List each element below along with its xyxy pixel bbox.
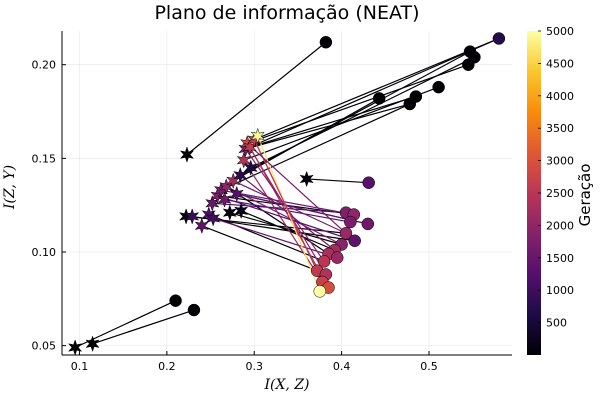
star-marker (185, 208, 200, 225)
circle-marker (313, 285, 327, 298)
circle-marker (409, 90, 423, 103)
trajectory-segment (212, 202, 347, 214)
star-marker (85, 335, 100, 353)
trajectory-segment (245, 37, 500, 150)
trajectory-segment (249, 95, 417, 148)
trajectory-segment (239, 51, 471, 176)
star-marker (179, 146, 195, 163)
y-tick-label: 0.10 (32, 246, 57, 259)
circle-marker (169, 294, 182, 307)
star-marker (201, 206, 216, 223)
star-marker (205, 209, 221, 227)
star-marker (233, 202, 249, 220)
circle-marker (372, 92, 386, 105)
colorbar-tick-label: 4500 (546, 57, 574, 70)
y-tick-label: 0.05 (32, 340, 57, 353)
colorbar-label: Geração (576, 164, 594, 227)
x-axis-label: I(X, Z) (263, 377, 309, 393)
circle-marker (361, 217, 375, 231)
trajectory-segment (186, 41, 327, 156)
star-marker (299, 170, 314, 188)
circle-marker (432, 80, 445, 94)
colorbar-tick-label: 1000 (546, 284, 574, 297)
circle-marker (492, 32, 506, 45)
y-axis-label: I(Z, Y) (2, 165, 18, 210)
trajectory-segment (247, 64, 469, 144)
star-marker (229, 185, 244, 203)
trajectory-segment (220, 189, 354, 216)
trajectory-segment (254, 37, 500, 141)
x-tick-label: 0.5 (420, 360, 438, 373)
trajectory-segment (201, 225, 318, 272)
trajectory-segments (74, 37, 500, 349)
trajectory-segment (74, 300, 176, 349)
colorbar-tick-label: 3000 (546, 155, 574, 168)
colorbar-tick-label: 2500 (546, 187, 574, 200)
colorbar-tick-label: 1500 (546, 252, 574, 265)
x-tick-label: 0.2 (158, 360, 176, 373)
circle-marker (362, 176, 375, 189)
circle-marker (187, 303, 201, 317)
y-tick-label: 0.15 (32, 152, 57, 165)
circle-marker (319, 35, 333, 49)
trajectory-segment (243, 159, 323, 283)
chart-title: Plano de informação (NEAT) (154, 2, 419, 24)
circle-marker (339, 227, 353, 240)
data-markers (67, 32, 506, 356)
star-marker (194, 217, 209, 235)
star-marker (233, 166, 248, 184)
star-marker (217, 191, 232, 208)
x-tick-label: 0.3 (245, 360, 263, 373)
star-marker (236, 151, 251, 169)
colorbar-tick-label: 2000 (546, 219, 574, 232)
colorbar: 500 1000 1500 2000 2500 3000 3500 4000 4500 5000 (527, 25, 574, 355)
trajectory-segment (217, 195, 355, 242)
circle-marker (344, 215, 357, 229)
colorbar-tick-label: 4000 (546, 90, 574, 103)
trajectory-segment (92, 309, 195, 345)
colorbar-tick-label: 3500 (546, 122, 574, 135)
x-tick-label: 0.4 (333, 360, 351, 373)
trajectory-segment (253, 139, 323, 283)
trajectory-segment (306, 178, 369, 184)
circle-marker (330, 251, 344, 264)
trajectory-segment (220, 103, 411, 191)
circle-marker (468, 50, 481, 64)
trajectory-segment (246, 142, 347, 234)
star-marker (242, 138, 258, 156)
star-marker (222, 204, 237, 221)
trajectory-segment (249, 146, 330, 288)
trajectory-segment (245, 103, 410, 150)
circle-marker (348, 234, 361, 248)
y-tick-label: 0.20 (32, 59, 57, 72)
trajectory-segment (239, 174, 335, 251)
grid-lines (62, 31, 512, 355)
axes: 0.1 0.2 0.3 0.4 0.5 0.05 0.10 0.15 0.20 (32, 31, 512, 373)
star-marker (250, 127, 265, 145)
colorbar-gradient (527, 31, 541, 355)
x-tick-label: 0.1 (71, 360, 89, 373)
colorbar-tick-label: 5000 (546, 25, 574, 38)
trajectory-segment (233, 180, 347, 234)
star-marker (243, 159, 258, 177)
trajectory-segment (229, 212, 342, 246)
circle-marker (317, 255, 331, 268)
colorbar-tick-label: 500 (546, 317, 567, 330)
